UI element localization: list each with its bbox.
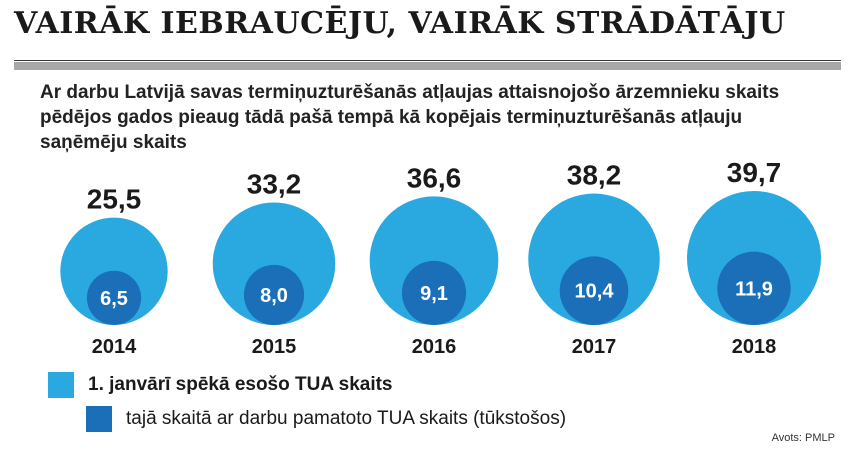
year-label-2016: 2016 — [412, 336, 457, 358]
bubble-work-2014 — [86, 270, 142, 325]
bubble-work-2017 — [559, 256, 629, 325]
title-rule-bar — [14, 62, 841, 70]
legend-item-work: tajā skaitā ar darbu pamatoto TUA skaits… — [86, 406, 566, 432]
title-rule-line — [14, 60, 841, 61]
bubble-total-2016 — [369, 196, 499, 325]
label-work-2015: 8,0 — [260, 285, 288, 307]
legend-item-total: 1. janvārī spēkā esošo TUA skaits — [48, 372, 393, 398]
legend-label-total: 1. janvārī spēkā esošo TUA skaits — [88, 374, 393, 395]
bubble-work-2016 — [401, 260, 467, 325]
bubble-total-2015 — [212, 202, 336, 325]
year-label-2014: 2014 — [92, 336, 137, 358]
label-total-2015: 33,2 — [247, 168, 302, 199]
label-work-2017: 10,4 — [575, 281, 615, 303]
bubble-work-2018 — [717, 251, 791, 325]
legend-swatch-total — [48, 372, 74, 398]
year-label-2017: 2017 — [572, 336, 617, 358]
chart-title: VAIRĀK IEBRAUCĒJU, VAIRĀK STRĀDĀTĀJU — [14, 6, 786, 41]
year-label-2015: 2015 — [252, 336, 297, 358]
legend-swatch-work — [86, 406, 112, 432]
label-work-2014: 6,5 — [100, 288, 128, 310]
source-note: Avots: PMLP — [771, 432, 835, 444]
legend-label-work: tajā skaitā ar darbu pamatoto TUA skaits… — [126, 408, 567, 429]
bubble-work-2015 — [243, 264, 305, 325]
label-total-2014: 25,5 — [87, 184, 142, 215]
label-total-2016: 36,6 — [407, 162, 462, 193]
label-work-2016: 9,1 — [420, 283, 448, 305]
year-label-2018: 2018 — [732, 336, 777, 358]
chart-subtitle: Ar darbu Latvijā savas termiņuzturēšanās… — [40, 82, 780, 153]
label-total-2017: 38,2 — [567, 160, 622, 191]
label-work-2018: 11,9 — [735, 278, 773, 300]
label-total-2018: 39,7 — [727, 157, 782, 188]
